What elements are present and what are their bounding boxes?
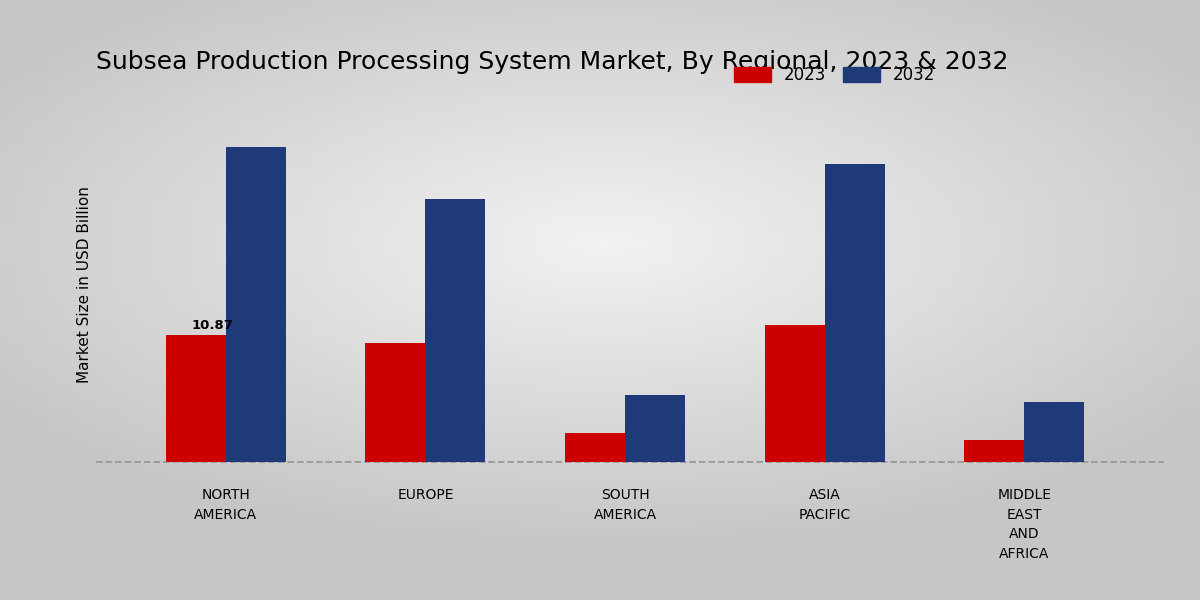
Bar <box>226 147 286 463</box>
Bar <box>1025 401 1084 463</box>
Y-axis label: Market Size in USD Billion: Market Size in USD Billion <box>77 187 92 383</box>
Text: Subsea Production Processing System Market, By Regional, 2023 & 2032: Subsea Production Processing System Mark… <box>96 50 1008 74</box>
Bar <box>425 199 485 463</box>
Bar <box>764 325 824 463</box>
Bar <box>366 343 425 463</box>
Bar <box>625 395 685 463</box>
Bar <box>965 440 1025 463</box>
Bar <box>166 335 226 463</box>
Bar <box>565 433 625 463</box>
Bar <box>824 164 884 463</box>
Legend: 2023, 2032: 2023, 2032 <box>727 59 942 91</box>
Text: 10.87: 10.87 <box>192 319 234 332</box>
